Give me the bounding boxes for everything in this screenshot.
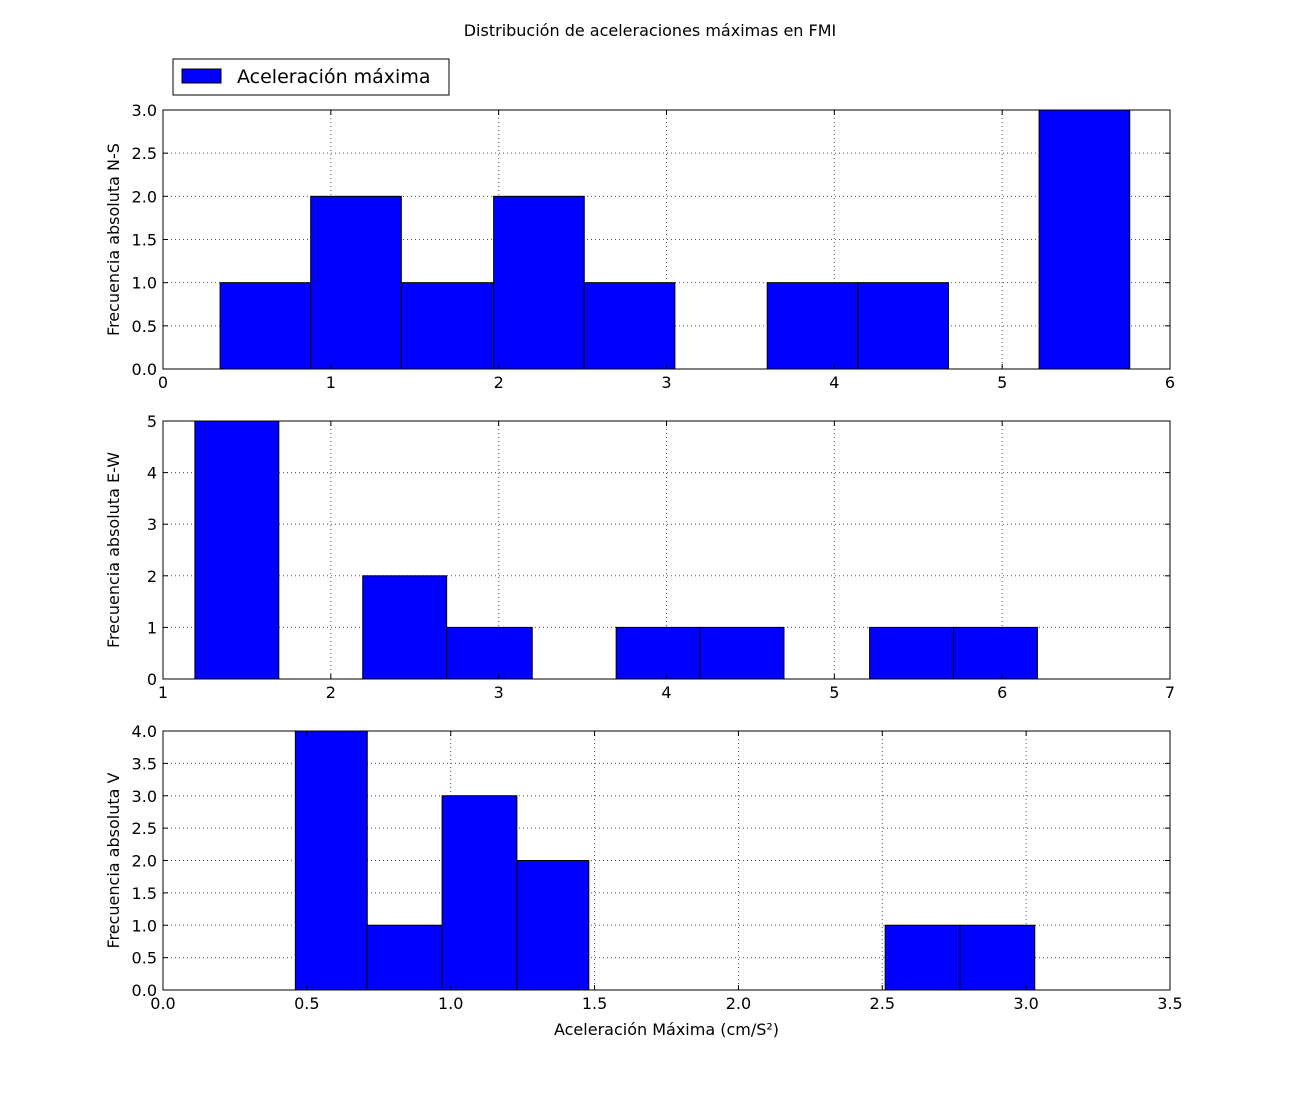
- histogram-bar: [362, 575, 448, 680]
- histogram-bar: [869, 626, 954, 680]
- y-tick-label: 0: [147, 670, 157, 689]
- x-tick-label: 2.0: [726, 994, 751, 1013]
- y-axis-label: Frecuencia absoluta E-W: [104, 452, 123, 648]
- legend-label: Aceleración máxima: [237, 66, 430, 88]
- legend: Aceleración máxima: [172, 58, 450, 96]
- y-tick-label: 2.5: [132, 819, 157, 838]
- histogram-bar: [194, 420, 280, 680]
- x-tick-label: 4: [661, 683, 671, 702]
- y-tick-label: 5: [147, 412, 157, 431]
- histogram-bar: [441, 795, 518, 991]
- x-tick-label: 1.5: [582, 994, 607, 1013]
- x-tick-label: 3.5: [1157, 994, 1182, 1013]
- y-tick-label: 2.0: [132, 187, 157, 206]
- histogram-bar: [310, 195, 402, 370]
- legend-swatch: [181, 68, 222, 84]
- x-tick-label: 0.0: [150, 994, 175, 1013]
- y-tick-label: 2.0: [132, 852, 157, 871]
- histogram-bar: [219, 282, 312, 370]
- histogram-bar: [446, 626, 533, 680]
- x-tick-label: 3.0: [1013, 994, 1038, 1013]
- x-tick-label: 1: [158, 683, 168, 702]
- histogram-bar: [959, 924, 1036, 991]
- x-tick-label: 0.5: [294, 994, 319, 1013]
- histogram-bar: [857, 282, 949, 370]
- y-tick-label: 1: [147, 618, 157, 637]
- x-tick-label: 0: [158, 373, 168, 392]
- x-tick-label: 1: [326, 373, 336, 392]
- y-tick-label: 1.5: [132, 884, 157, 903]
- x-tick-label: 3: [494, 683, 504, 702]
- x-tick-label: 6: [997, 683, 1007, 702]
- x-tick-label: 2: [326, 683, 336, 702]
- x-tick-label: 1.0: [438, 994, 463, 1013]
- histogram-bar: [1038, 109, 1131, 370]
- y-tick-label: 2.5: [132, 144, 157, 163]
- y-tick-label: 3: [147, 515, 157, 534]
- histogram-bar: [400, 282, 495, 370]
- x-tick-label: 7: [1165, 683, 1175, 702]
- histogram-bar: [952, 626, 1038, 680]
- histogram-bar: [294, 730, 368, 991]
- figure-title: Distribución de aceleraciones máximas en…: [464, 21, 837, 40]
- x-tick-label: 6: [1165, 373, 1175, 392]
- y-tick-label: 3.0: [132, 787, 157, 806]
- y-axis-label: Frecuencia absoluta V: [104, 772, 123, 948]
- subplot-1: 0 1 2 3 4 5 6 0.0 0.5 1.0 1.5 2.0 2.5 3.0 Frecuencia a…: [104, 101, 1175, 392]
- x-tick-label: 3: [661, 373, 671, 392]
- y-tick-label: 3.0: [132, 101, 157, 120]
- y-tick-label: 4: [147, 464, 157, 483]
- x-tick-label: 2: [494, 373, 504, 392]
- histogram-bar: [366, 924, 443, 991]
- y-axis-label: Frecuencia absoluta N-S: [104, 143, 123, 336]
- y-tick-label: 4.0: [132, 722, 157, 741]
- y-tick-label: 2: [147, 567, 157, 586]
- x-tick-label: 5: [997, 373, 1007, 392]
- x-axis-label: Aceleración Máxima (cm/S²): [554, 1020, 779, 1039]
- y-tick-label: 3.5: [132, 754, 157, 773]
- y-tick-label: 0.0: [132, 981, 157, 1000]
- x-tick-label: 2.5: [870, 994, 895, 1013]
- histogram-bar: [583, 282, 676, 370]
- histogram-bar: [516, 860, 590, 991]
- y-tick-label: 1.0: [132, 274, 157, 293]
- histogram-bar: [884, 924, 961, 991]
- y-tick-label: 0.0: [132, 360, 157, 379]
- histogram-bar: [493, 195, 585, 370]
- x-tick-label: 4: [829, 373, 839, 392]
- histogram-bar: [615, 626, 701, 680]
- y-tick-label: 0.5: [132, 317, 157, 336]
- histogram-bar: [699, 626, 785, 680]
- y-tick-label: 1.5: [132, 231, 157, 250]
- y-tick-label: 1.0: [132, 916, 157, 935]
- subplot-3: 0.0 0.5 1.0 1.5 2.0 2.5 3.0 3.5 0.0 0.5 1.0 1.5 2.0 2…: [104, 722, 1183, 1039]
- y-tick-label: 0.5: [132, 949, 157, 968]
- histogram-bar: [766, 282, 859, 370]
- x-tick-label: 5: [829, 683, 839, 702]
